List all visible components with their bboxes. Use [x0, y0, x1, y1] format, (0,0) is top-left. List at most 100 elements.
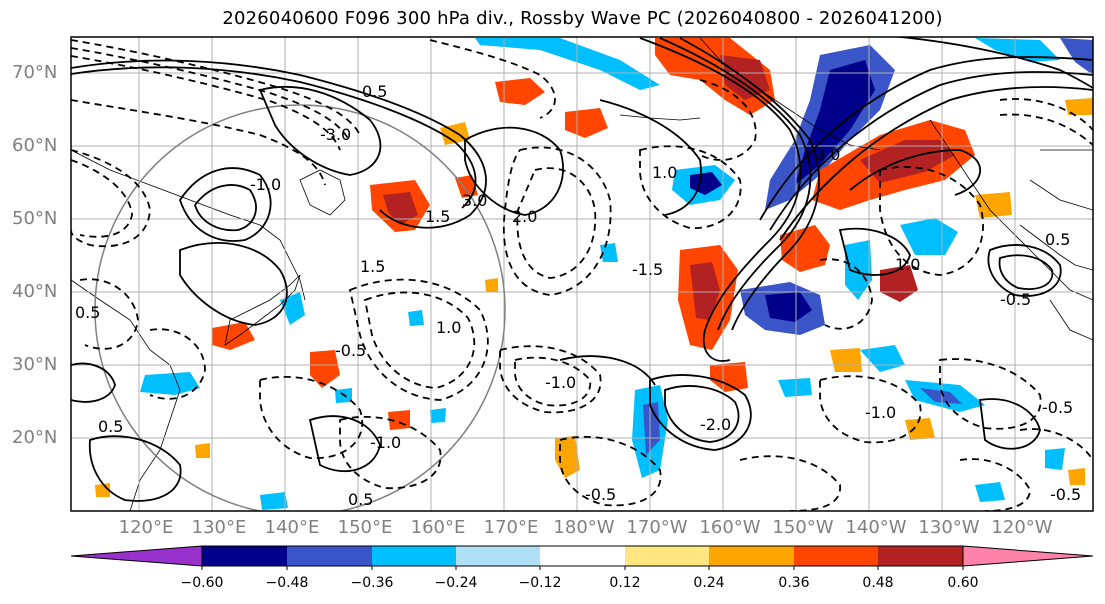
lon-label: 170°W — [626, 517, 688, 538]
contour-neg — [514, 356, 592, 407]
contour-neg — [502, 146, 612, 296]
colorbar-segment — [794, 546, 878, 566]
coast-aleutian — [619, 114, 701, 121]
contour-neg — [71, 159, 133, 238]
contour-pos — [599, 99, 702, 216]
contour-label: -1.0 — [370, 433, 401, 452]
lon-label: 180°W — [553, 517, 615, 538]
lon-label: 140°E — [264, 517, 320, 538]
border-2 — [1029, 179, 1093, 211]
contour-label: -3.0 — [320, 125, 351, 144]
colorbar-segment — [372, 546, 456, 566]
colorbar-tick-label: −0.48 — [265, 575, 309, 591]
contour-neg — [348, 278, 489, 401]
contour-neg — [739, 455, 841, 511]
contour-pos — [769, 71, 1093, 231]
contour-neg — [699, 79, 757, 161]
lat-label: 50°N — [12, 208, 58, 229]
colorbar-tick-label: 0.36 — [778, 575, 810, 591]
contour-pos — [679, 37, 820, 331]
contour-neg — [363, 291, 476, 389]
coast-asia — [71, 279, 181, 511]
map-title: 2026040600 F096 300 hPa div., Rossby Wav… — [222, 8, 943, 29]
colorbar-segment — [709, 546, 794, 566]
contour-pos — [71, 59, 487, 229]
coast-na-west — [929, 119, 1093, 301]
lon-label: 120°E — [118, 517, 174, 538]
contour-neg — [959, 458, 1031, 511]
contour-pos — [639, 37, 802, 362]
contour-pos — [179, 167, 272, 242]
contour-label: -1.5 — [632, 260, 663, 279]
shade-neg — [600, 243, 618, 262]
lon-label: 160°E — [410, 517, 466, 538]
shade-neg — [1060, 38, 1093, 75]
contour-label: -1.0 — [250, 175, 281, 194]
graticule — [71, 37, 1093, 511]
colorbar-segment — [202, 546, 287, 566]
contour-label: 3.0 — [815, 145, 840, 164]
shade-pos — [1065, 98, 1093, 115]
colorbar-segment — [878, 546, 963, 566]
contour-pos — [892, 37, 1093, 89]
contour-pos — [849, 149, 981, 196]
shade-pos — [975, 192, 1012, 218]
shade-neg — [778, 378, 812, 397]
colorbar-segment — [625, 546, 709, 566]
shade-pos — [310, 350, 340, 388]
contour-neg — [71, 149, 151, 248]
contour-label: -0.5 — [1050, 485, 1081, 504]
lon-label: 120°W — [991, 517, 1053, 538]
contour-label: -1.0 — [865, 403, 896, 422]
contour-label: 0.5 — [98, 417, 123, 436]
lon-label: 150°W — [772, 517, 834, 538]
shade-neg — [975, 482, 1005, 502]
lat-label: 20°N — [12, 427, 58, 448]
contour-pos — [664, 385, 740, 443]
shade-pos — [383, 192, 418, 225]
contour-pos — [194, 184, 257, 232]
contour-pos — [838, 227, 911, 276]
shade-neg — [140, 372, 200, 395]
shade-pos — [830, 348, 862, 372]
colorbar-segment — [287, 546, 372, 566]
colorbar-tick-label: −0.36 — [350, 575, 394, 591]
shade-neg — [920, 388, 962, 404]
coast-japan — [224, 274, 301, 346]
contour-label: 1.5 — [360, 257, 385, 276]
contour-label: 0.5 — [362, 82, 387, 101]
contour-label: 1.0 — [436, 318, 461, 337]
shade-pos — [565, 108, 608, 138]
shade-neg — [475, 38, 660, 90]
colorbar-segment — [71, 546, 202, 566]
contour-neg — [71, 55, 341, 151]
contour-label: 1.5 — [425, 207, 450, 226]
shade-neg — [975, 38, 1060, 62]
colorbar — [70, 545, 1094, 570]
colorbar-tick-label: −0.24 — [434, 575, 478, 591]
reference-circle — [94, 104, 506, 511]
shade-pos — [555, 436, 580, 478]
contour-pos — [308, 415, 381, 473]
contour-pos — [987, 244, 1062, 297]
contour-label: 1.0 — [895, 255, 920, 274]
contour-label: -0.5 — [585, 485, 616, 504]
contour-neg — [149, 328, 206, 400]
contour-neg — [339, 416, 442, 489]
colorbar-tick-label: 0.60 — [947, 575, 979, 591]
shade-pos — [485, 278, 498, 292]
colorbar-frame — [201, 545, 964, 567]
contour-label: -2.0 — [700, 415, 731, 434]
map-frame — [70, 36, 1094, 512]
contour-neg — [71, 39, 361, 136]
colorbar-extend-outline — [70, 545, 1094, 567]
shade-pos — [905, 418, 935, 440]
contour-labels: -0.5 0.5 -1.0 1.0 1.5 -1.5 2.0 3.0 -2.0 … — [75, 82, 1081, 509]
contour-label: 0.5 — [75, 303, 100, 322]
negative-contours — [71, 39, 1093, 511]
lon-label: 140°W — [845, 517, 907, 538]
coast-kamchatka — [299, 169, 346, 216]
contour-pos — [659, 37, 812, 331]
contour-neg — [999, 113, 1093, 146]
